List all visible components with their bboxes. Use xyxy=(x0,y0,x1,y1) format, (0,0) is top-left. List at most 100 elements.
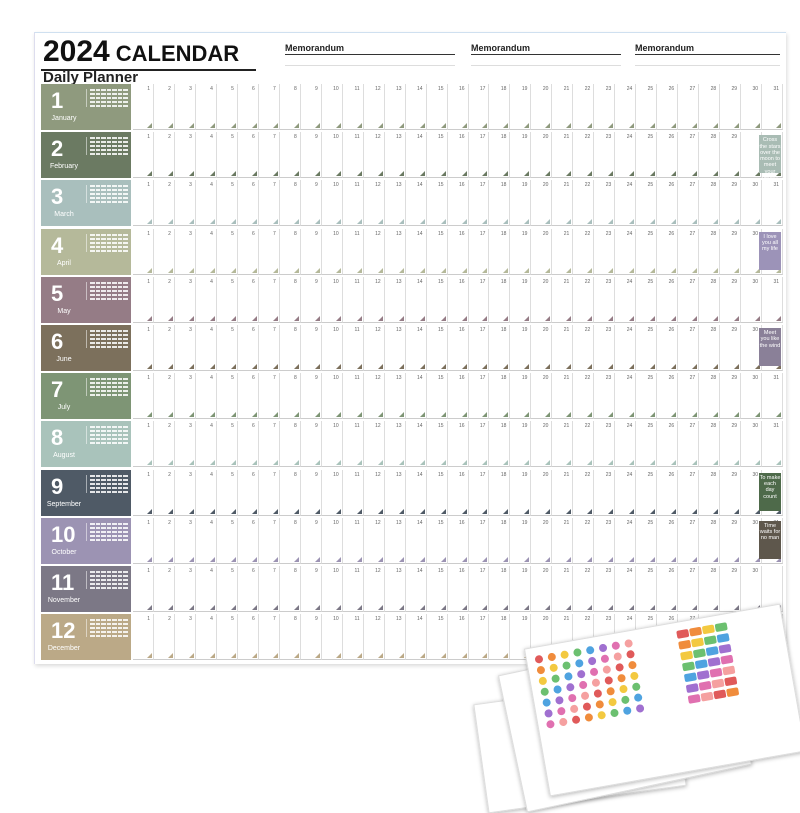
day-cell[interactable]: 11 xyxy=(342,469,364,516)
day-cell[interactable]: 30 xyxy=(741,84,763,130)
day-cell[interactable]: 4 xyxy=(195,469,217,516)
day-cell[interactable]: 9 xyxy=(300,228,322,275)
day-cell[interactable]: 15 xyxy=(426,84,448,130)
day-cell[interactable]: 27 xyxy=(678,421,700,468)
day-cell[interactable]: 26 xyxy=(657,469,679,516)
day-cell[interactable]: 29 xyxy=(720,276,742,323)
day-cell[interactable]: 26 xyxy=(657,132,679,179)
day-cell[interactable]: 8 xyxy=(279,614,301,661)
day-cell[interactable]: 5 xyxy=(216,132,238,179)
day-cell[interactable]: 21 xyxy=(552,469,574,516)
day-cell[interactable]: 3 xyxy=(174,180,196,227)
day-cell[interactable]: 12 xyxy=(363,325,385,371)
day-cell[interactable]: 8 xyxy=(279,228,301,275)
day-cell[interactable] xyxy=(762,469,784,516)
day-cell[interactable]: 2 xyxy=(153,421,175,468)
day-cell[interactable]: 15 xyxy=(426,517,448,564)
day-cell[interactable]: 25 xyxy=(636,84,658,130)
day-cell[interactable]: 26 xyxy=(657,84,679,130)
day-cell[interactable]: 9 xyxy=(300,373,322,420)
day-cell[interactable]: 8 xyxy=(279,84,301,130)
day-cell[interactable]: 16 xyxy=(447,517,469,564)
day-cell[interactable]: 21 xyxy=(552,566,574,612)
day-cell[interactable]: 22 xyxy=(573,517,595,564)
day-cell[interactable]: 14 xyxy=(405,228,427,275)
day-cell[interactable]: 19 xyxy=(510,566,532,612)
day-cell[interactable]: 13 xyxy=(384,228,406,275)
day-cell[interactable]: 26 xyxy=(657,325,679,371)
day-cell[interactable]: 25 xyxy=(636,132,658,179)
day-cell[interactable]: 23 xyxy=(594,373,616,420)
day-cell[interactable]: 2 xyxy=(153,373,175,420)
day-cell[interactable]: 12 xyxy=(363,276,385,323)
day-cell[interactable]: 15 xyxy=(426,566,448,612)
day-cell[interactable]: 12 xyxy=(363,132,385,179)
day-cell[interactable]: 14 xyxy=(405,373,427,420)
day-cell[interactable]: 24 xyxy=(615,566,637,612)
day-cell[interactable]: 15 xyxy=(426,325,448,371)
day-cell[interactable]: 27 xyxy=(678,180,700,227)
day-cell[interactable]: 2 xyxy=(153,325,175,371)
day-cell[interactable]: 15 xyxy=(426,614,448,661)
day-cell[interactable]: 30 xyxy=(741,373,763,420)
day-cell[interactable]: 17 xyxy=(468,180,490,227)
day-cell[interactable]: 8 xyxy=(279,373,301,420)
day-cell[interactable]: 30 xyxy=(741,276,763,323)
day-cell[interactable]: 29 xyxy=(720,517,742,564)
day-cell[interactable]: 16 xyxy=(447,180,469,227)
day-cell[interactable]: 7 xyxy=(258,132,280,179)
day-cell[interactable]: 29 xyxy=(720,84,742,130)
day-cell[interactable]: 16 xyxy=(447,614,469,661)
day-cell[interactable]: 18 xyxy=(489,180,511,227)
day-cell[interactable]: 5 xyxy=(216,566,238,612)
day-cell[interactable]: 1 xyxy=(133,373,154,420)
day-cell[interactable]: 1 xyxy=(133,517,154,564)
day-cell[interactable]: 10 xyxy=(321,325,343,371)
day-cell[interactable]: 12 xyxy=(363,517,385,564)
day-cell[interactable]: 1 xyxy=(133,325,154,371)
day-cell[interactable]: 11 xyxy=(342,566,364,612)
day-cell[interactable]: 19 xyxy=(510,469,532,516)
day-cell[interactable]: 13 xyxy=(384,325,406,371)
day-cell[interactable]: 8 xyxy=(279,325,301,371)
day-cell[interactable]: 24 xyxy=(615,421,637,468)
day-cell[interactable]: 7 xyxy=(258,276,280,323)
day-cell[interactable]: 9 xyxy=(300,132,322,179)
day-cell[interactable]: 18 xyxy=(489,421,511,468)
day-cell[interactable]: 13 xyxy=(384,421,406,468)
day-cell[interactable]: 3 xyxy=(174,421,196,468)
day-cell[interactable]: 22 xyxy=(573,373,595,420)
day-cell[interactable]: 26 xyxy=(657,373,679,420)
day-cell[interactable]: 2 xyxy=(153,614,175,661)
day-cell[interactable]: 30 xyxy=(741,421,763,468)
day-cell[interactable]: 10 xyxy=(321,421,343,468)
day-cell[interactable]: 11 xyxy=(342,373,364,420)
day-cell[interactable]: 6 xyxy=(237,84,259,130)
day-cell[interactable]: 3 xyxy=(174,325,196,371)
day-cell[interactable]: 18 xyxy=(489,373,511,420)
day-cell[interactable]: 25 xyxy=(636,469,658,516)
day-cell[interactable]: 19 xyxy=(510,180,532,227)
day-cell[interactable] xyxy=(762,132,784,179)
day-cell[interactable]: 4 xyxy=(195,517,217,564)
day-cell[interactable]: 10 xyxy=(321,566,343,612)
day-cell[interactable]: 26 xyxy=(657,228,679,275)
day-cell[interactable]: 16 xyxy=(447,132,469,179)
day-cell[interactable]: 3 xyxy=(174,84,196,130)
day-cell[interactable]: 19 xyxy=(510,132,532,179)
day-cell[interactable]: 3 xyxy=(174,469,196,516)
day-cell[interactable]: 14 xyxy=(405,566,427,612)
day-cell[interactable]: 3 xyxy=(174,276,196,323)
day-cell[interactable]: 18 xyxy=(489,517,511,564)
day-cell[interactable]: 7 xyxy=(258,325,280,371)
day-cell[interactable]: 17 xyxy=(468,421,490,468)
day-cell[interactable]: 6 xyxy=(237,276,259,323)
day-cell[interactable]: 6 xyxy=(237,517,259,564)
day-cell[interactable]: 23 xyxy=(594,180,616,227)
day-cell[interactable]: 10 xyxy=(321,276,343,323)
day-cell[interactable]: 14 xyxy=(405,180,427,227)
day-cell[interactable]: 10 xyxy=(321,517,343,564)
day-cell[interactable]: 7 xyxy=(258,180,280,227)
day-cell[interactable]: 25 xyxy=(636,517,658,564)
day-cell[interactable]: 28 xyxy=(699,276,721,323)
